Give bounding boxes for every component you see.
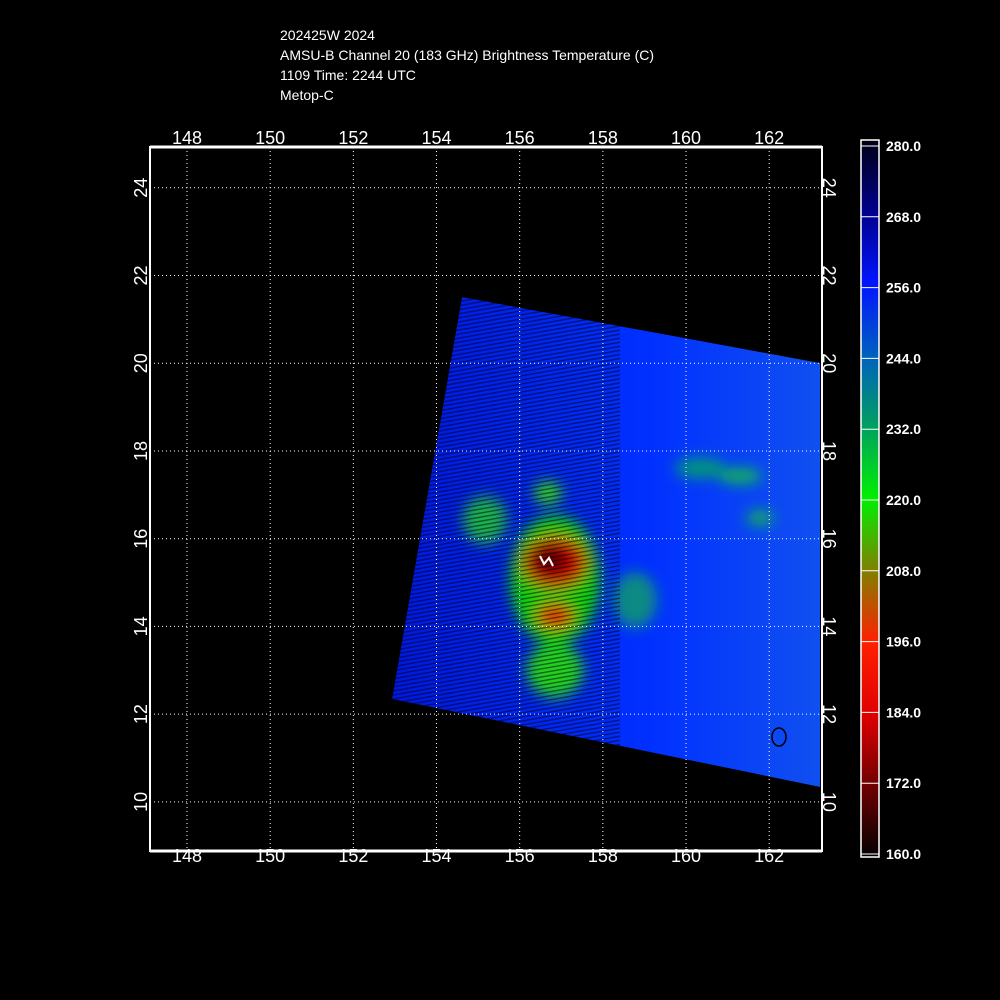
lon-label-top: 152 [338,128,368,148]
lon-label-top: 156 [505,128,535,148]
lat-label-right: 18 [819,441,839,461]
lat-label-right: 20 [819,353,839,373]
colorbar-label: 256.0 [886,280,921,296]
colorbar-ticks: 280.0 268.0 256.0 244.0 232.0 220.0 208.0 196.0… [861,138,921,862]
colorbar-label: 220.0 [886,492,921,508]
lat-label-left: 12 [131,704,151,724]
lon-label-top: 162 [754,128,784,148]
lon-label-bottom: 154 [421,846,451,866]
lon-label-top: 158 [588,128,618,148]
lat-label-right: 24 [819,178,839,198]
colorbar-label: 160.0 [886,846,921,862]
lon-label-bottom: 152 [338,846,368,866]
colorbar-label: 280.0 [886,138,921,154]
colorbar-label: 244.0 [886,350,921,366]
header-line: 202425W 2024 [280,27,375,43]
colorbar-label: 268.0 [886,209,921,225]
lat-label-left: 22 [131,266,151,286]
lat-label-right: 22 [819,266,839,286]
lat-label-left: 18 [131,441,151,461]
lon-label-top: 160 [671,128,701,148]
lon-label-bottom: 162 [754,846,784,866]
lat-label-right: 12 [819,704,839,724]
lon-label-bottom: 148 [172,846,202,866]
lat-label-left: 14 [131,616,151,636]
lat-label-right: 16 [819,529,839,549]
lon-label-bottom: 158 [588,846,618,866]
lat-label-right: 14 [819,616,839,636]
lon-label-bottom: 160 [671,846,701,866]
colorbar-label: 232.0 [886,421,921,437]
header-line: Metop-C [280,87,334,103]
header-line: 1109 Time: 2244 UTC [280,67,416,83]
lat-label-left: 20 [131,353,151,373]
lat-label-left: 10 [131,792,151,812]
lon-label-top: 148 [172,128,202,148]
lon-label-bottom: 156 [505,846,535,866]
colorbar [860,139,880,858]
lat-label-left: 24 [131,178,151,198]
lon-label-top: 150 [255,128,285,148]
lat-label-left: 16 [131,529,151,549]
colorbar-label: 172.0 [886,775,921,791]
lat-label-right: 10 [819,792,839,812]
header-line: AMSU-B Channel 20 (183 GHz) Brightness T… [280,47,654,63]
colorbar-label: 196.0 [886,634,921,650]
colorbar-label: 184.0 [886,704,921,720]
header: 202425W 2024 AMSU-B Channel 20 (183 GHz) … [280,27,654,103]
lon-label-bottom: 150 [255,846,285,866]
lon-label-top: 154 [421,128,451,148]
colorbar-label: 208.0 [886,563,921,579]
